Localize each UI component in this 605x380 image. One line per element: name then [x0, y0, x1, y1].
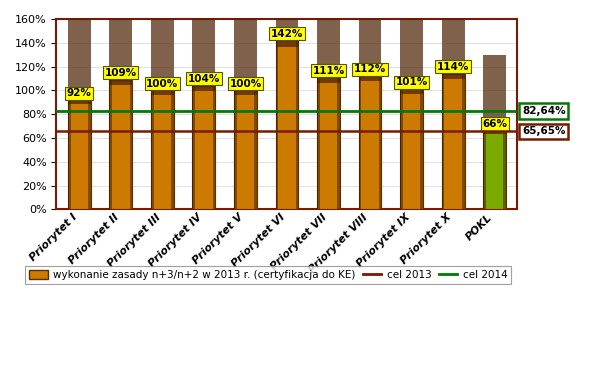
- Bar: [400, 0, 423, 94]
- Bar: [317, 77, 320, 209]
- Bar: [483, 131, 486, 209]
- Bar: [275, 40, 278, 209]
- Bar: [442, 0, 465, 79]
- Bar: [234, 90, 257, 209]
- Bar: [192, 86, 195, 209]
- Bar: [212, 86, 215, 209]
- Legend: wykonanie zasady n+3/n+2 w 2013 r. (certyfikacja do KE), cel 2013, cel 2014: wykonanie zasady n+3/n+2 w 2013 r. (cert…: [25, 266, 511, 284]
- Bar: [400, 89, 403, 209]
- Text: 100%: 100%: [146, 79, 178, 89]
- Bar: [359, 76, 361, 209]
- Bar: [151, 0, 174, 95]
- Bar: [254, 90, 257, 209]
- Bar: [234, 90, 237, 209]
- Bar: [462, 74, 465, 209]
- Bar: [110, 80, 132, 209]
- Bar: [68, 0, 91, 104]
- Text: 101%: 101%: [396, 78, 428, 87]
- Text: 104%: 104%: [188, 74, 220, 84]
- Bar: [68, 100, 71, 209]
- Bar: [110, 0, 132, 85]
- Text: 142%: 142%: [271, 28, 303, 39]
- Text: 92%: 92%: [67, 88, 92, 98]
- Bar: [442, 74, 465, 209]
- Bar: [337, 77, 340, 209]
- Bar: [68, 100, 91, 209]
- Bar: [442, 74, 445, 209]
- Bar: [317, 0, 340, 82]
- Bar: [234, 0, 257, 95]
- Bar: [129, 80, 132, 209]
- Bar: [359, 0, 382, 81]
- Text: 111%: 111%: [312, 65, 345, 76]
- Bar: [192, 86, 215, 209]
- Bar: [275, 0, 298, 47]
- Bar: [379, 76, 382, 209]
- Text: 109%: 109%: [105, 68, 137, 78]
- Bar: [483, 55, 506, 134]
- Bar: [192, 0, 215, 90]
- Bar: [151, 90, 154, 209]
- Bar: [296, 40, 298, 209]
- Bar: [88, 100, 91, 209]
- Bar: [503, 131, 506, 209]
- Text: 100%: 100%: [229, 79, 261, 89]
- Bar: [171, 90, 174, 209]
- Bar: [110, 80, 112, 209]
- Text: 112%: 112%: [354, 64, 386, 74]
- Bar: [400, 89, 423, 209]
- Text: 66%: 66%: [482, 119, 507, 129]
- Bar: [483, 131, 506, 209]
- Bar: [317, 77, 340, 209]
- Text: 82,64%: 82,64%: [522, 106, 566, 116]
- Bar: [359, 76, 382, 209]
- Bar: [275, 40, 298, 209]
- Bar: [151, 90, 174, 209]
- Text: 65,65%: 65,65%: [522, 126, 566, 136]
- Text: 114%: 114%: [437, 62, 469, 72]
- Bar: [420, 89, 423, 209]
